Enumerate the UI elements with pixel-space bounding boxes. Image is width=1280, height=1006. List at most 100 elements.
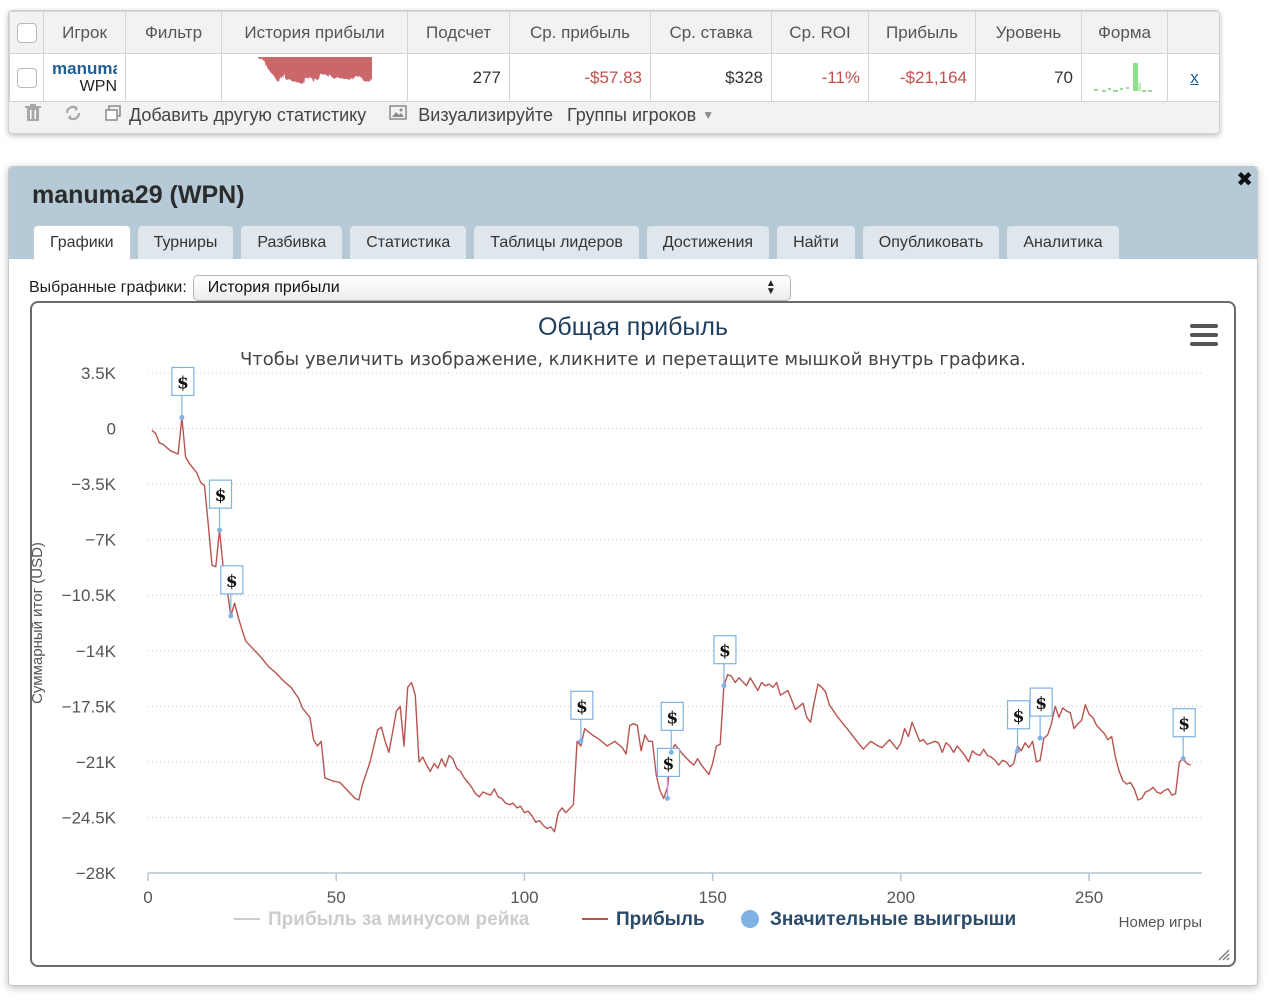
big-win-flag: $	[660, 701, 684, 755]
y-tick-label: 3.5K	[81, 364, 117, 383]
col-header-avg-stake[interactable]: Ср. ставка	[650, 11, 772, 54]
refresh-icon[interactable]	[63, 104, 83, 127]
big-wins-flags: $ $ $ $ $ $ $ $ $ $	[171, 366, 1196, 801]
big-win-flag-box	[220, 565, 244, 595]
chart-select-value: История прибыли	[207, 279, 340, 296]
player-window: manuma29 (WPN) ✖ Графики Турниры Разбивк…	[8, 166, 1258, 986]
player-cell: manuma WPN	[43, 53, 126, 102]
tab-statistics[interactable]: Статистика	[349, 225, 468, 259]
form-cell	[1081, 53, 1168, 102]
big-win-flag-box	[570, 690, 594, 720]
big-win-flag-box	[713, 635, 737, 665]
stats-header-row: Игрок Фильтр История прибыли Подсчет Ср.…	[9, 11, 1219, 54]
big-win-flag-label: $	[226, 572, 238, 592]
stats-toolbar: Добавить другую статистику Визуализируйт…	[9, 97, 1219, 133]
player-groups-dropdown[interactable]: Группы игроков ▼	[567, 105, 714, 126]
tab-publish[interactable]: Опубликовать	[861, 225, 1001, 259]
big-win-marker	[664, 795, 670, 801]
y-tick-label: −10.5K	[62, 586, 117, 605]
big-win-marker	[668, 749, 674, 755]
select-all-checkbox[interactable]	[16, 22, 37, 43]
remove-player-link[interactable]: x	[1190, 67, 1199, 87]
player-name-link[interactable]: manuma	[52, 59, 117, 78]
big-win-flag: $	[220, 565, 244, 619]
big-win-marker	[1180, 756, 1186, 762]
series-layer	[151, 416, 1191, 833]
y-tick-label: −28K	[76, 864, 117, 883]
x-tick-label: 0	[143, 888, 152, 907]
big-win-flag-label: $	[663, 754, 675, 774]
x-tick-label: 250	[1075, 888, 1103, 907]
add-stat-button[interactable]: Добавить другую статистику	[103, 105, 366, 126]
legend-item: Прибыль за минусом рейка	[234, 909, 530, 930]
profit-chart[interactable]: Общая прибыль Чтобы увеличить изображени…	[30, 301, 1236, 967]
y-tick-label: −21K	[76, 753, 117, 772]
col-header-empty	[1167, 11, 1219, 54]
tab-achievements[interactable]: Достижения	[645, 225, 771, 259]
legend-label: Значительные выигрыши	[770, 909, 1016, 930]
big-win-flag-box	[171, 366, 195, 397]
remove-cell: x	[1167, 53, 1219, 102]
row-checkbox[interactable]	[16, 67, 37, 88]
col-header-avg-roi[interactable]: Ср. ROI	[771, 11, 869, 54]
sparkline-area	[258, 57, 372, 84]
image-icon	[388, 105, 408, 125]
hamburger-menu-icon[interactable]	[1190, 324, 1218, 346]
x-axis-label: Номер игры	[1119, 914, 1202, 931]
y-tick-label: −3.5K	[71, 475, 117, 494]
selected-charts-label: Выбранные графики:	[29, 279, 187, 296]
selected-charts-row: Выбранные графики: История прибыли ▲ ▼	[29, 275, 791, 301]
y-tick-label: −7K	[85, 531, 116, 550]
window-header: manuma29 (WPN) ✖ Графики Турниры Разбивк…	[9, 167, 1257, 260]
col-header-avg-profit[interactable]: Ср. прибыль	[509, 11, 651, 54]
tab-charts[interactable]: Графики	[33, 225, 131, 260]
col-header-level[interactable]: Уровень	[975, 11, 1082, 54]
big-win-flag-label: $	[1035, 694, 1047, 714]
add-window-icon	[103, 104, 123, 126]
col-header-filter[interactable]: Фильтр	[125, 11, 222, 54]
legend-label: Прибыль за минусом рейка	[268, 909, 530, 930]
updown-arrows-icon: ▲ ▼	[765, 278, 776, 297]
big-win-flag-box	[1172, 708, 1196, 738]
big-win-marker	[721, 683, 727, 689]
chart-select[interactable]: История прибыли ▲ ▼	[192, 275, 791, 301]
chart-legend: Прибыль за минусом рейка Прибыль Значитель…	[234, 909, 1016, 930]
big-win-flag-box	[208, 479, 233, 509]
visualize-button[interactable]: Визуализируйте	[388, 105, 553, 126]
x-axis-ticks: 0 50 100 150 200 250	[143, 873, 1103, 907]
col-header-profit[interactable]: Прибыль	[868, 11, 976, 54]
resize-grip-icon[interactable]	[1218, 949, 1230, 961]
count-cell: 277	[407, 53, 510, 102]
y-tick-label: −24.5K	[62, 808, 117, 827]
tab-tournaments[interactable]: Турниры	[136, 225, 235, 259]
chart-grid	[148, 372, 1202, 874]
col-header-profit-history[interactable]: История прибыли	[221, 11, 408, 54]
x-tick-label: 100	[510, 888, 538, 907]
y-tick-label: 0	[107, 420, 116, 439]
filter-cell[interactable]	[125, 53, 222, 102]
legend-item: Прибыль	[582, 909, 705, 930]
tab-analytics[interactable]: Аналитика	[1006, 225, 1120, 259]
stats-panel: Игрок Фильтр История прибыли Подсчет Ср.…	[8, 10, 1220, 134]
col-header-player[interactable]: Игрок	[43, 11, 126, 54]
tab-find[interactable]: Найти	[776, 225, 856, 259]
big-win-flag-box	[1029, 687, 1053, 717]
big-win-flag-label: $	[719, 642, 731, 662]
tab-leaderboards[interactable]: Таблицы лидеров	[473, 225, 640, 259]
close-icon[interactable]: ✖	[1236, 169, 1253, 191]
big-win-flag-label: $	[177, 373, 189, 393]
form-bar-win	[1133, 63, 1138, 91]
big-win-flag: $	[1172, 708, 1196, 762]
big-win-marker	[1037, 735, 1043, 741]
select-all-checkbox-cell[interactable]	[9, 11, 44, 54]
tab-breakdown[interactable]: Разбивка	[240, 225, 344, 259]
col-header-form[interactable]: Форма	[1081, 11, 1168, 54]
big-win-flag-box	[660, 701, 684, 731]
chart-container[interactable]: Общая прибыль Чтобы увеличить изображени…	[30, 301, 1236, 967]
x-tick-label: 50	[327, 888, 346, 907]
row-checkbox-cell[interactable]	[9, 53, 44, 102]
trash-icon[interactable]	[23, 103, 43, 127]
legend-symbol-circle	[741, 910, 759, 928]
player-groups-label: Группы игроков	[566, 104, 697, 125]
col-header-count[interactable]: Подсчет	[407, 11, 510, 54]
